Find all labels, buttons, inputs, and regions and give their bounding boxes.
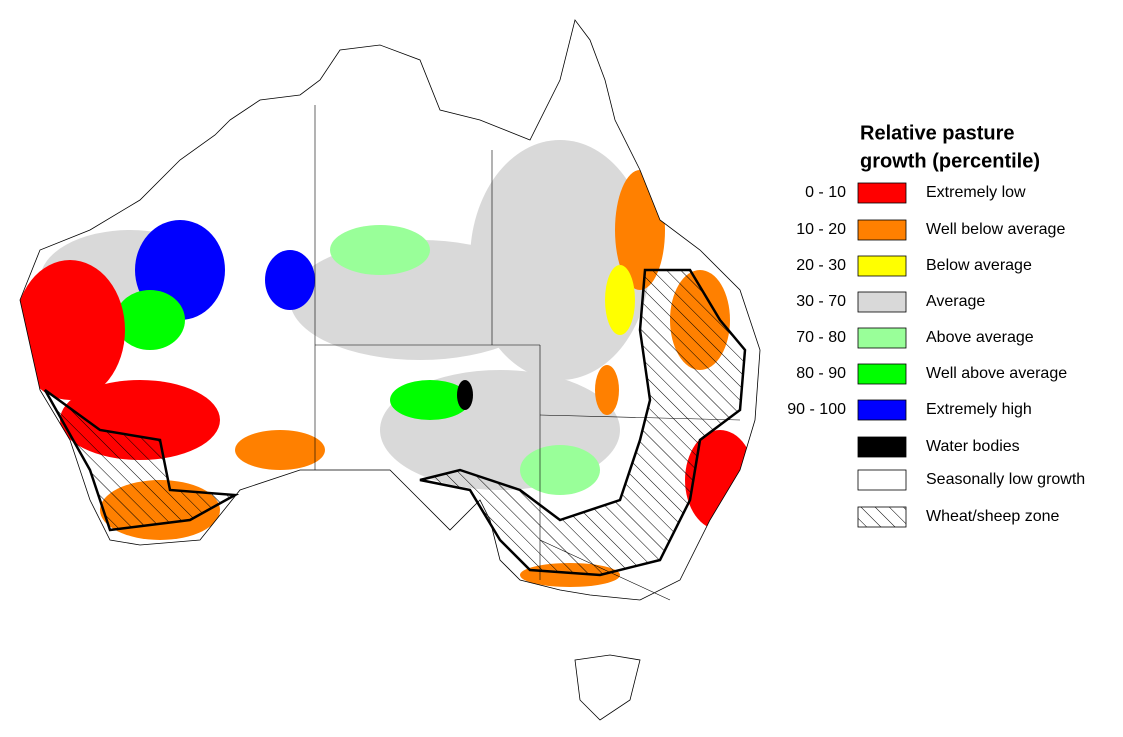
legend-label: Below average bbox=[926, 257, 1032, 274]
legend-range: 10 - 20 bbox=[796, 221, 846, 238]
legend-swatch bbox=[857, 255, 907, 277]
legend-swatch bbox=[857, 363, 907, 385]
legend: Relative pasture growth (percentile) 0 - 1… bbox=[787, 122, 1085, 528]
legend-range: 70 - 80 bbox=[796, 329, 846, 346]
legend-label: Extremely high bbox=[926, 401, 1032, 418]
legend-swatch bbox=[857, 506, 907, 528]
legend-range: 0 - 10 bbox=[805, 184, 846, 201]
legend-range: 80 - 90 bbox=[796, 365, 846, 382]
legend-label: Water bodies bbox=[926, 438, 1020, 455]
legend-label: Above average bbox=[926, 329, 1034, 346]
legend-label: Extremely low bbox=[926, 184, 1026, 201]
legend-label: Average bbox=[926, 293, 985, 310]
legend-range: 30 - 70 bbox=[796, 293, 846, 310]
legend-swatch bbox=[857, 436, 907, 458]
legend-swatch bbox=[857, 219, 907, 241]
legend-swatch bbox=[857, 291, 907, 313]
legend-swatch bbox=[857, 469, 907, 491]
legend-label: Well below average bbox=[926, 221, 1065, 238]
legend-swatch bbox=[857, 327, 907, 349]
wheat-sheep-zone bbox=[43, 268, 747, 577]
legend-range: 20 - 30 bbox=[796, 257, 846, 274]
legend-label: Wheat/sheep zone bbox=[926, 508, 1060, 525]
legend-title: Relative pasture bbox=[860, 122, 1015, 144]
legend-swatch bbox=[857, 399, 907, 421]
legend-title: growth (percentile) bbox=[860, 150, 1040, 172]
legend-label: Seasonally low growth bbox=[926, 471, 1085, 488]
legend-range: 90 - 100 bbox=[787, 401, 846, 418]
legend-swatch bbox=[857, 182, 907, 204]
legend-label: Well above average bbox=[926, 365, 1067, 382]
tasmania bbox=[574, 654, 641, 721]
map bbox=[19, 19, 761, 721]
